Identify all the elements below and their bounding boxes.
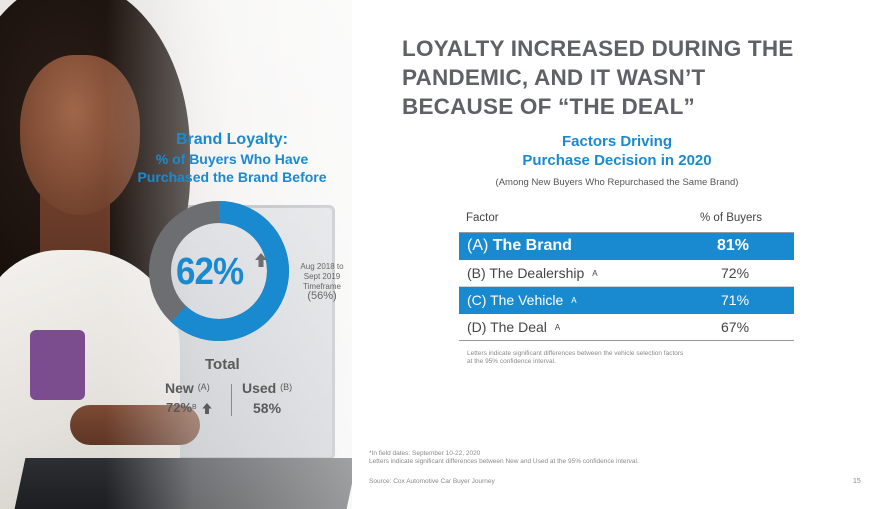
footnote-line1: *In field dates: September 10-22, 2020 [369,450,481,457]
column-header-percent: % of Buyers [700,212,762,224]
total-label: Total [205,356,240,373]
row-factor: (A) The Brand [467,237,572,255]
row-label: The Dealership [489,265,585,281]
new-value-text: 72% [166,400,193,415]
table-note: Letters indicate significant differences… [467,350,767,366]
row-prefix: (C) [467,292,487,308]
row-prefix: (A) [467,237,489,254]
row-label: The Brand [492,237,572,254]
new-label-marker: (A) [197,382,210,392]
row-factor: (C) The Vehicle A [467,292,577,308]
used-label: Used (B) [242,380,292,396]
up-arrow-icon [202,403,212,414]
new-used-divider [231,384,232,416]
brand-loyalty-subtitle-line2: Purchased the Brand Before [137,169,327,185]
table-header: Factor % of Buyers [459,206,794,233]
timeframe-line3: Timeframe [303,282,341,291]
row-label: The Deal [490,319,547,335]
used-label-marker: (B) [280,382,293,392]
factors-title-line1: Factors Driving [561,133,673,150]
new-label-text: New [165,380,194,396]
row-value: 81% [717,237,750,254]
row-factor: (D) The Deal A [467,319,560,335]
up-arrow-icon [255,253,267,267]
factors-subtitle: (Among New Buyers Who Repurchased the Sa… [495,177,739,188]
factors-title-line2: Purchase Decision in 2020 [522,152,712,169]
headline-line1: LOYALTY INCREASED DURING THE [402,36,794,61]
table-note-line1: Letters indicate significant differences… [467,350,684,357]
brand-loyalty-title: Brand Loyalty: [175,131,288,148]
footnote: *In field dates: September 10-22, 2020 L… [369,450,789,466]
new-label: New (A) [165,380,210,396]
slide-headline: LOYALTY INCREASED DURING THE PANDEMIC, A… [402,34,872,121]
footnote-line2: Letters indicate significant differences… [369,458,639,465]
donut-value-label: 62% [176,251,244,293]
brand-loyalty-subtitle: % of Buyers Who Have Purchased the Brand… [112,150,352,186]
used-value: 58% [253,400,282,416]
table-row: (A) The Brand 81% [459,233,794,260]
row-value: 72% [721,265,750,281]
table-row: (D) The Deal A 67% [459,314,794,341]
headline-line3: BECAUSE OF “THE DEAL” [402,94,695,119]
used-label-text: Used [242,380,277,396]
new-value-marker: B [192,404,197,411]
row-significance-mark: A [571,296,577,305]
row-prefix: (D) [467,319,487,335]
new-value: 72%B [166,400,197,415]
donut-fill [149,201,289,341]
photo-overlay [0,0,352,509]
brand-loyalty-subtitle-line1: % of Buyers Who Have [155,151,309,167]
row-value: 67% [721,319,750,335]
factors-title: Factors Driving Purchase Decision in 202… [462,132,772,170]
headline-line2: PANDEMIC, AND IT WASN’T [402,65,706,90]
timeframe-line2: Sept 2019 [303,272,341,281]
column-header-factor: Factor [466,212,499,224]
factors-table: Factor % of Buyers (A) The Brand 81% (B)… [459,206,794,341]
page-number: 15 [853,478,861,485]
woman-with-laptop-photo [0,0,352,509]
row-factor: (B) The Dealership A [467,265,598,281]
row-label: The Vehicle [490,292,564,308]
table-row: (C) The Vehicle A 71% [459,287,794,314]
source-note: Source: Cox Automotive Car Buyer Journey [369,478,495,485]
row-value: 71% [721,292,750,308]
timeframe-line1: Aug 2018 to [300,262,344,271]
table-row: (B) The Dealership A 72% [459,260,794,287]
timeframe-label: Aug 2018 to Sept 2019 Timeframe [292,262,352,292]
loyalty-donut-chart [149,201,289,341]
row-prefix: (B) [467,265,486,281]
timeframe-value: (56%) [307,290,337,302]
row-significance-mark: A [554,323,561,332]
table-note-line2: at the 95% confidence interval. [467,358,556,365]
row-significance-mark: A [592,269,598,278]
